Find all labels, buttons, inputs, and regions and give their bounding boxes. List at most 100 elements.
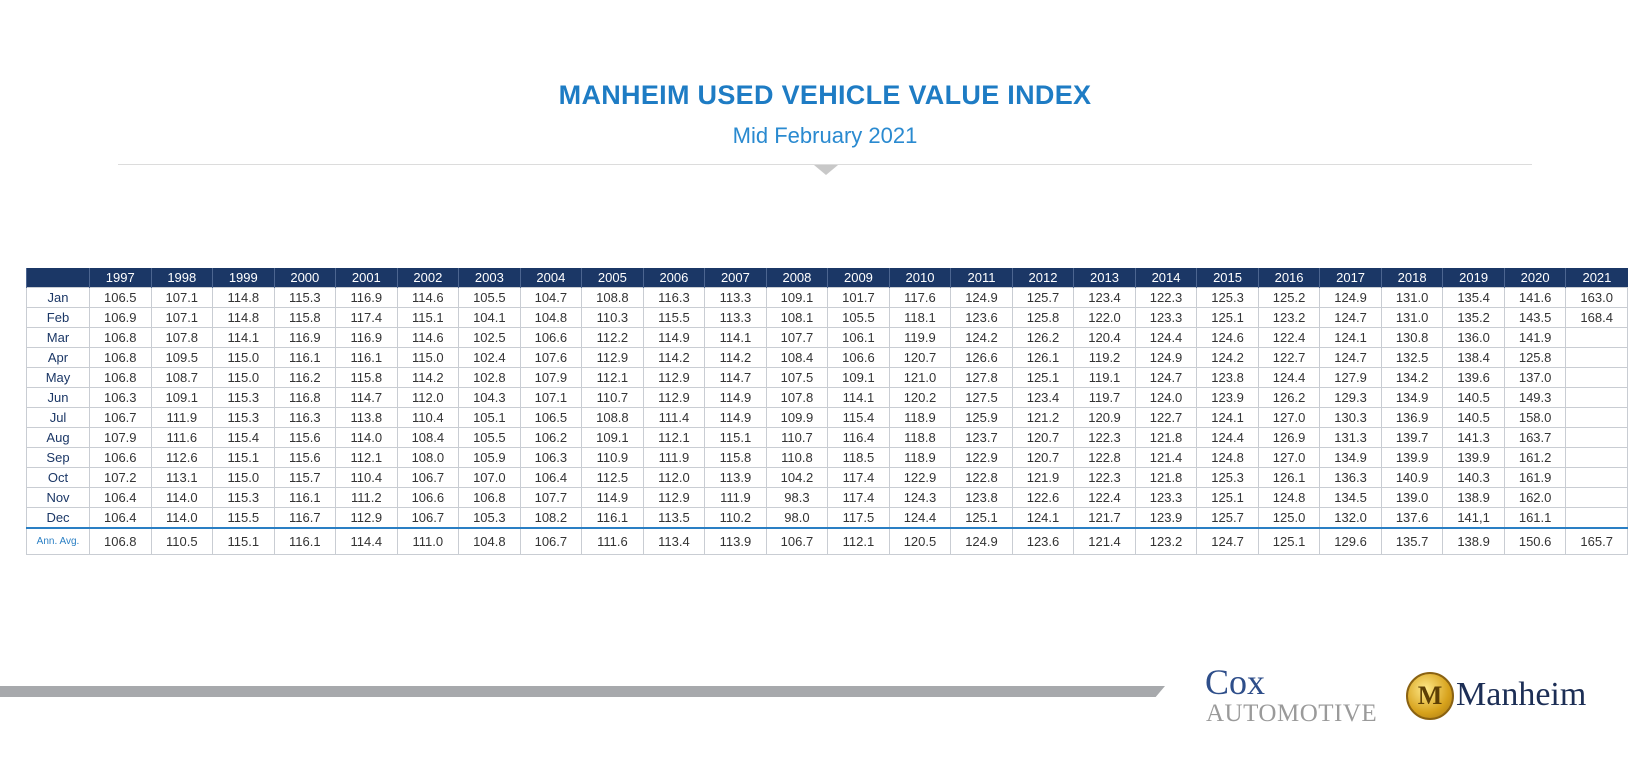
value-cell: 111.0 xyxy=(396,527,460,555)
value-cell: 124.4 xyxy=(888,507,952,529)
index-table: 1997 1998 1999 2000 2001 2002 2003 2004 2005 2006… xyxy=(26,268,1628,555)
value-cell: 126.2 xyxy=(1011,327,1075,348)
value-cell: 136.3 xyxy=(1319,467,1382,488)
average-row: Ann. Avg. 106.8 110.5 115.1 116.1 114.4 111.0 1… xyxy=(26,527,1628,555)
year-header: 2016 xyxy=(1257,268,1320,288)
value-cell: 104.8 xyxy=(458,527,521,555)
value-cell: 120.4 xyxy=(1073,327,1136,348)
value-cell: 165.7 xyxy=(1565,527,1628,555)
empty-cell xyxy=(1565,347,1628,368)
value-cell: 115.0 xyxy=(212,367,275,388)
month-row: Jun 106.3 109.1 115.3 116.8 114.7 112.0 104.3 10… xyxy=(26,387,1628,408)
value-cell: 137.6 xyxy=(1380,507,1444,529)
value-cell: 141.9 xyxy=(1503,327,1567,348)
value-cell: 111.6 xyxy=(581,527,644,555)
value-cell: 114.0 xyxy=(335,427,398,448)
value-cell: 112.9 xyxy=(642,487,706,508)
value-cell: 124.1 xyxy=(1011,507,1075,529)
value-cell: 116.1 xyxy=(335,347,398,368)
value-cell: 106.7 xyxy=(89,407,152,428)
value-cell: 105.5 xyxy=(458,427,521,448)
value-cell: 110.7 xyxy=(581,387,644,408)
value-cell: 114.0 xyxy=(150,487,214,508)
value-cell: 106.9 xyxy=(89,307,152,328)
empty-cell xyxy=(1565,487,1628,508)
value-cell: 106.7 xyxy=(396,467,460,488)
value-cell: 117.5 xyxy=(827,507,890,529)
value-cell: 116.1 xyxy=(581,507,644,529)
value-cell: 108.4 xyxy=(765,347,829,368)
value-cell: 115.0 xyxy=(396,347,460,368)
value-cell: 124.9 xyxy=(950,287,1013,308)
value-cell: 112.1 xyxy=(827,527,890,555)
value-cell: 129.3 xyxy=(1319,387,1382,408)
value-cell: 98.3 xyxy=(765,487,829,508)
empty-cell xyxy=(1565,507,1628,529)
value-cell: 104.2 xyxy=(765,467,829,488)
value-cell: 115.6 xyxy=(273,447,337,468)
value-cell: 138.9 xyxy=(1442,487,1505,508)
value-cell: 136.9 xyxy=(1380,407,1444,428)
value-cell: 122.8 xyxy=(950,467,1013,488)
value-cell: 118.9 xyxy=(888,447,952,468)
month-row: Jan 106.5 107.1 114.8 115.3 116.9 114.6 105.5 10… xyxy=(26,287,1628,308)
value-cell: 123.9 xyxy=(1134,507,1198,529)
value-cell: 107.7 xyxy=(519,487,583,508)
value-cell: 115.8 xyxy=(273,307,337,328)
value-cell: 126.2 xyxy=(1257,387,1321,408)
value-cell: 141.6 xyxy=(1503,287,1567,308)
value-cell: 110.5 xyxy=(150,527,214,555)
row-label: May xyxy=(26,367,90,388)
year-header: 2003 xyxy=(458,268,521,288)
value-cell: 123.4 xyxy=(1073,287,1136,308)
year-header: 2010 xyxy=(888,268,951,288)
year-header: 2013 xyxy=(1073,268,1136,288)
value-cell: 112.1 xyxy=(581,367,644,388)
value-cell: 112.9 xyxy=(335,507,398,529)
value-cell: 113.3 xyxy=(704,307,767,328)
value-cell: 109.1 xyxy=(765,287,829,308)
value-cell: 124.6 xyxy=(1196,327,1259,348)
year-header: 2017 xyxy=(1319,268,1382,288)
value-cell: 131.3 xyxy=(1319,427,1382,448)
value-cell: 116.8 xyxy=(273,387,337,408)
value-cell: 114.2 xyxy=(642,347,706,368)
value-cell: 114.2 xyxy=(704,347,767,368)
value-cell: 122.3 xyxy=(1073,467,1136,488)
footer-bar xyxy=(0,686,1165,697)
value-cell: 123.7 xyxy=(950,427,1013,448)
value-cell: 121.0 xyxy=(888,367,952,388)
value-cell: 125.1 xyxy=(950,507,1013,529)
value-cell: 106.7 xyxy=(765,527,829,555)
value-cell: 161.2 xyxy=(1503,447,1567,468)
value-cell: 115.7 xyxy=(273,467,337,488)
year-header: 2021 xyxy=(1565,268,1628,288)
value-cell: 107.2 xyxy=(89,467,152,488)
value-cell: 117.4 xyxy=(827,467,890,488)
value-cell: 141.3 xyxy=(1442,427,1505,448)
value-cell: 124.4 xyxy=(1257,367,1321,388)
value-cell: 110.4 xyxy=(335,467,398,488)
value-cell: 106.6 xyxy=(519,327,583,348)
value-cell: 124.4 xyxy=(1134,327,1198,348)
value-cell: 107.7 xyxy=(765,327,829,348)
row-label: Aug xyxy=(26,427,90,448)
value-cell: 112.9 xyxy=(581,347,644,368)
value-cell: 121.8 xyxy=(1134,427,1198,448)
value-cell: 109.9 xyxy=(765,407,829,428)
year-header: 1999 xyxy=(212,268,275,288)
value-cell: 115.4 xyxy=(212,427,275,448)
value-cell: 110.3 xyxy=(581,307,644,328)
value-cell: 122.7 xyxy=(1257,347,1321,368)
value-cell: 124.7 xyxy=(1196,527,1259,555)
value-cell: 138.9 xyxy=(1442,527,1505,555)
row-label: Jul xyxy=(26,407,90,428)
value-cell: 112.9 xyxy=(642,387,706,408)
value-cell: 116.2 xyxy=(273,367,337,388)
year-header: 2012 xyxy=(1011,268,1074,288)
value-cell: 124.7 xyxy=(1134,367,1198,388)
value-cell: 112.6 xyxy=(150,447,214,468)
value-cell: 122.6 xyxy=(1011,487,1075,508)
divider xyxy=(118,164,1532,165)
value-cell: 119.2 xyxy=(1073,347,1136,368)
